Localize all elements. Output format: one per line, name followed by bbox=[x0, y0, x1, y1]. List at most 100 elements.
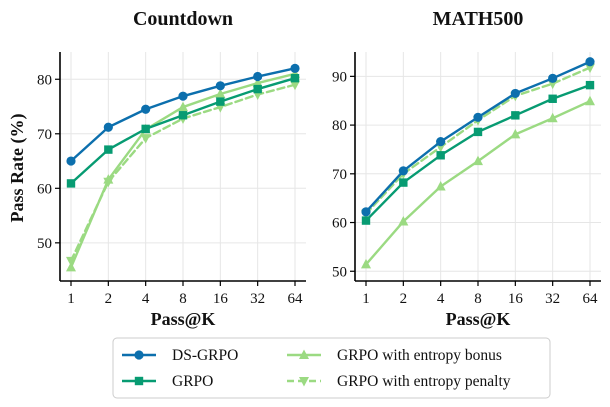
legend-entry-grpo-entropy-bonus: GRPO with entropy bonus bbox=[287, 347, 502, 364]
data-point bbox=[361, 207, 371, 217]
x-tick-label: 8 bbox=[179, 291, 187, 307]
x-tick-label: 2 bbox=[400, 291, 408, 307]
legend: DS-GRPO GRPO GRPO with entropy bonus GRP… bbox=[112, 337, 551, 399]
y-tick-label: 70 bbox=[37, 127, 52, 143]
data-point bbox=[436, 151, 445, 160]
x-tick-label: 64 bbox=[288, 291, 304, 307]
series-grpo-with-entropy-bonus bbox=[361, 95, 595, 269]
data-point bbox=[216, 97, 225, 106]
data-point bbox=[436, 137, 446, 147]
legend-label: GRPO bbox=[172, 373, 213, 390]
legend-marker bbox=[134, 376, 144, 386]
data-point bbox=[290, 73, 300, 83]
data-point bbox=[290, 63, 300, 73]
data-point bbox=[361, 216, 371, 225]
y-tick-label: 50 bbox=[332, 264, 347, 280]
chart-title: Countdown bbox=[133, 8, 233, 30]
x-tick-label: 1 bbox=[67, 291, 75, 307]
data-point bbox=[141, 104, 151, 114]
data-point bbox=[253, 84, 262, 94]
y-axis-label: Pass Rate (%) bbox=[7, 114, 28, 223]
legend-symbol bbox=[122, 350, 156, 360]
data-point bbox=[253, 71, 263, 82]
data-point bbox=[140, 134, 151, 144]
chart-panel-math500: MATH500 Pass@K 1 2 4 8 16 32 64 50 60 70 80 90 bbox=[332, 8, 601, 329]
data-point bbox=[473, 127, 483, 137]
series-grpo bbox=[66, 73, 300, 188]
y-tick-label: 70 bbox=[332, 167, 347, 183]
y-tick-label: 80 bbox=[37, 72, 52, 88]
x-tick-label: 4 bbox=[437, 291, 445, 307]
x-tick-label: 1 bbox=[362, 291, 370, 307]
data-point bbox=[398, 166, 408, 176]
data-point bbox=[141, 124, 150, 134]
x-axis-label: Pass@K bbox=[446, 309, 511, 329]
x-tick-label: 32 bbox=[250, 291, 265, 307]
legend-label: GRPO with entropy penalty bbox=[337, 373, 511, 390]
ticks: 1 2 4 8 16 32 64 50 60 70 80 bbox=[37, 72, 303, 307]
x-tick-label: 16 bbox=[213, 291, 229, 307]
data-point bbox=[215, 88, 226, 98]
data-point bbox=[66, 156, 76, 166]
legend-symbol bbox=[287, 349, 321, 359]
grid bbox=[355, 52, 601, 281]
data-point bbox=[103, 177, 114, 188]
data-point bbox=[548, 73, 558, 83]
data-point bbox=[66, 261, 76, 272]
x-tick-label: 4 bbox=[142, 291, 150, 307]
data-point bbox=[178, 91, 188, 101]
legend-entry-grpo-entropy-penalty: GRPO with entropy penalty bbox=[287, 373, 511, 390]
y-tick-label: 50 bbox=[37, 236, 52, 252]
x-axis-label: Pass@K bbox=[151, 309, 216, 329]
x-tick-label: 8 bbox=[474, 291, 482, 307]
data-point bbox=[399, 178, 408, 187]
series-ds-grpo bbox=[361, 57, 595, 217]
legend-frame bbox=[112, 337, 551, 399]
data-point bbox=[104, 145, 113, 154]
data-point bbox=[398, 216, 409, 226]
y-tick-label: 80 bbox=[332, 118, 347, 134]
legend-symbol bbox=[287, 377, 321, 387]
data-point bbox=[473, 155, 483, 166]
data-point bbox=[178, 101, 188, 112]
series-grpo bbox=[361, 80, 595, 225]
x-tick-label: 16 bbox=[508, 291, 524, 307]
x-tick-label: 64 bbox=[583, 291, 599, 307]
data-point bbox=[585, 95, 595, 106]
data-point bbox=[252, 77, 263, 88]
y-tick-label: 60 bbox=[37, 181, 52, 197]
x-tick-label: 2 bbox=[105, 291, 113, 307]
data-point bbox=[290, 80, 300, 91]
y-tick-label: 90 bbox=[332, 69, 347, 85]
legend-entry-grpo: GRPO bbox=[122, 373, 213, 390]
data-point bbox=[585, 63, 595, 74]
legend-marker bbox=[299, 377, 309, 387]
x-tick-label: 32 bbox=[545, 291, 560, 307]
data-point bbox=[473, 112, 483, 122]
y-tick-label: 60 bbox=[332, 216, 347, 232]
data-point bbox=[66, 256, 76, 267]
legend-label: DS-GRPO bbox=[172, 347, 238, 364]
data-point bbox=[435, 180, 446, 191]
data-point bbox=[547, 112, 558, 123]
data-point bbox=[548, 94, 557, 103]
legend-marker bbox=[299, 349, 309, 359]
data-point bbox=[510, 88, 520, 99]
chart-panel-countdown: Countdown Pass Rate (%) Pass@K 1 2 4 8 16 32 6… bbox=[7, 8, 306, 329]
legend-entry-ds-grpo: DS-GRPO bbox=[122, 347, 238, 364]
legend-marker bbox=[134, 350, 144, 360]
data-point bbox=[511, 111, 520, 120]
legend-symbol bbox=[122, 376, 156, 386]
data-point bbox=[361, 258, 371, 269]
chart-title: MATH500 bbox=[433, 8, 524, 30]
data-point bbox=[510, 128, 521, 139]
data-point bbox=[103, 122, 113, 132]
data-point bbox=[585, 80, 595, 90]
ticks: 1 2 4 8 16 32 64 50 60 70 80 90 bbox=[332, 69, 598, 307]
data-point bbox=[178, 111, 188, 120]
series-ds-grpo bbox=[66, 63, 300, 166]
legend-label: GRPO with entropy bonus bbox=[337, 347, 502, 364]
data-point bbox=[66, 179, 76, 188]
data-point bbox=[585, 57, 595, 67]
